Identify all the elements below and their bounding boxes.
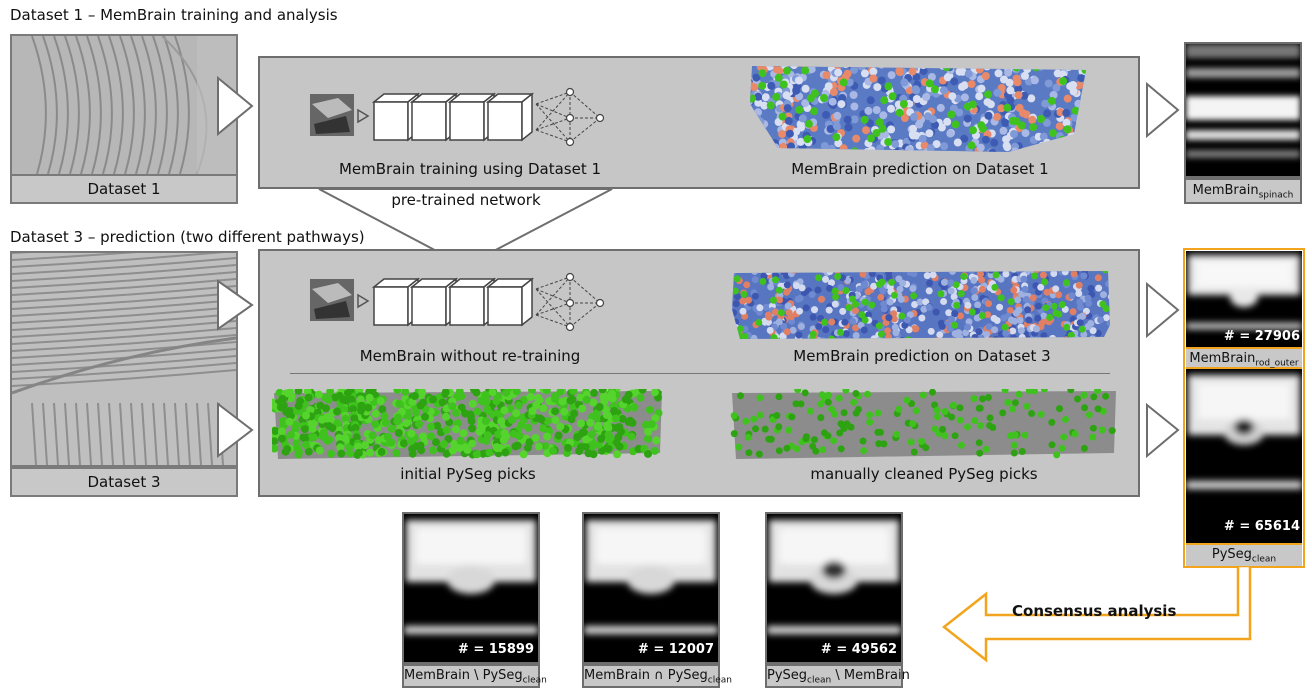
cleaned-caption: manually cleaned PySeg picks	[810, 465, 1038, 483]
label-rod-outer-sub: rod_outer	[1255, 358, 1299, 369]
dataset1-label: Dataset 1	[10, 174, 238, 204]
network-icon	[310, 87, 605, 147]
no-retrain-caption: MemBrain without re-training	[359, 347, 581, 365]
count-subset: # = 15899	[457, 642, 534, 657]
average-subset	[402, 512, 540, 664]
count-rod-outer: # = 27906	[1223, 329, 1300, 344]
pretrained-network-label: pre-trained network	[391, 191, 541, 209]
label-pyseg-clean-main: PySeg	[1211, 547, 1252, 562]
count-subset: # = 12007	[637, 642, 714, 657]
label-pyseg-clean-sub: clean	[1251, 554, 1277, 565]
arrow-dataset3-to-membrain	[217, 279, 254, 331]
arrow-panel1-to-spinach	[1146, 81, 1180, 139]
label-spinach: MemBrainspinach	[1184, 178, 1302, 204]
average-subset	[765, 512, 903, 664]
training-caption: MemBrain training using Dataset 1	[338, 160, 602, 178]
arrow-cleaned-to-pyseg	[1146, 402, 1180, 459]
network-icon-2	[310, 272, 605, 332]
average-spinach	[1184, 42, 1302, 178]
consensus-arrow	[941, 566, 1252, 663]
label-spinach-sub: spinach	[1258, 190, 1294, 201]
membrain-prediction-1	[750, 66, 1086, 152]
arrow-dataset3-to-pyseg	[217, 401, 254, 459]
dataset1-tomogram	[10, 34, 238, 176]
prediction1-caption: MemBrain prediction on Dataset 1	[791, 160, 1049, 178]
label-spinach-main: MemBrain	[1192, 183, 1259, 198]
dataset3-label: Dataset 3	[10, 467, 238, 497]
average-pyseg-clean	[1186, 369, 1302, 543]
count-subset: # = 49562	[820, 642, 897, 657]
label-rod-outer-main: MemBrain	[1189, 351, 1256, 366]
prediction3-caption: MemBrain prediction on Dataset 3	[793, 347, 1051, 365]
initial-caption: initial PySeg picks	[400, 465, 536, 483]
membrain-prediction-3	[732, 271, 1110, 339]
label-rod-outer: MemBrainrod_outer	[1186, 347, 1302, 369]
pathway-divider	[290, 373, 1110, 374]
label-subset: PySegclean \ MemBrain	[765, 664, 910, 688]
pretrained-network-arrow	[318, 188, 613, 268]
label-pyseg-clean: PySegclean	[1186, 543, 1302, 566]
section-title-dataset1: Dataset 1 – MemBrain training and analys…	[10, 6, 338, 24]
initial-pyseg-picks	[272, 389, 663, 459]
average-rod-outer	[1186, 251, 1302, 347]
arrow-pred3-to-rod	[1146, 281, 1180, 339]
count-pyseg-clean: # = 65614	[1223, 519, 1300, 534]
label-subset: MemBrain \ PySegclean	[402, 664, 547, 688]
dataset3-tomogram	[10, 251, 238, 467]
section-title-dataset3: Dataset 3 – prediction (two different pa…	[10, 228, 365, 246]
label-subset: MemBrain ∩ PySegclean	[582, 664, 732, 688]
consensus-label: Consensus analysis	[1012, 602, 1177, 620]
panel-dataset1: MemBrain training using Dataset 1 MemBra…	[258, 56, 1140, 189]
cleaned-pyseg-picks	[730, 389, 1116, 459]
average-subset	[582, 512, 720, 664]
arrow-dataset1-to-panel1	[217, 75, 254, 137]
panel-dataset3: MemBrain without re-training MemBrain pr…	[258, 249, 1140, 497]
